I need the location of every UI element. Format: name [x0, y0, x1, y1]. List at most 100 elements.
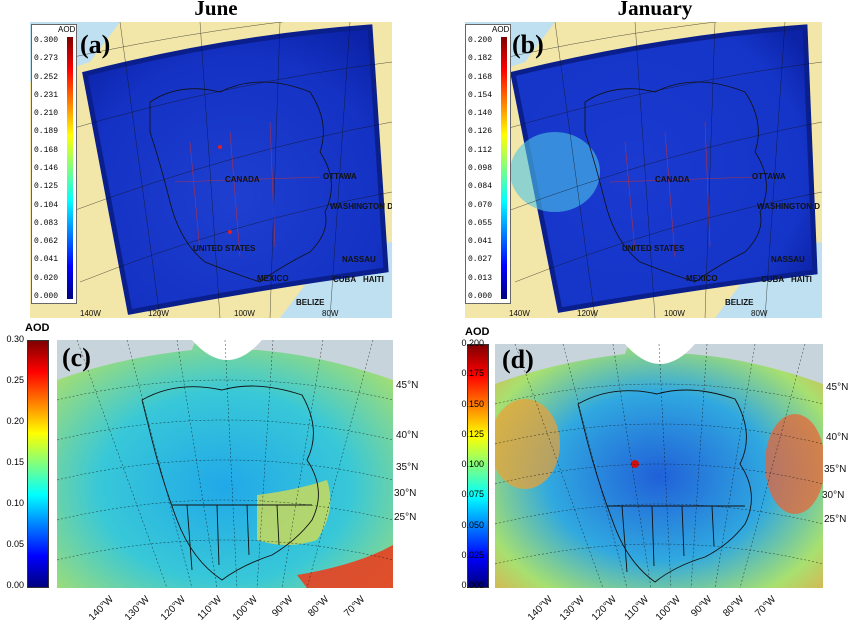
place-canada: CANADA	[225, 175, 260, 184]
lon-label: 100W	[664, 309, 685, 318]
colorbar-tick-label: 0.189	[34, 127, 59, 137]
panel-d-letter: (d)	[502, 345, 534, 374]
lon-label: 140W	[80, 309, 101, 318]
colorbar-gradient	[67, 37, 73, 299]
lon-label: 120W	[577, 309, 598, 318]
colorbar-tick-label: 0.273	[34, 54, 59, 64]
latitude-label: 45°N	[826, 382, 849, 393]
colorbar-tick-label: 0.112	[468, 145, 493, 155]
colorbar-tick-label: 0.126	[468, 127, 493, 137]
longitude-label: 140°W	[86, 594, 116, 620]
place-mexico: MEXICO	[257, 274, 289, 283]
place-belize: BELIZE	[725, 298, 754, 307]
colorbar-title: AOD	[58, 25, 76, 34]
colorbar-tick-label: 0.000	[468, 292, 493, 301]
place-washington: WASHINGTON D	[757, 202, 820, 211]
longitude-label: 100°W	[653, 594, 683, 620]
lon-label: 140W	[509, 309, 530, 318]
colorbar-tick-label: 0.231	[34, 90, 59, 100]
panel-b-colorbar: AOD 0.200 0.182 0.168 0.154 0.140 0.126 0.112 0…	[465, 24, 511, 304]
colorbar-tick-label: 0.100	[461, 459, 484, 469]
colorbar-tick-label: 0.125	[461, 428, 484, 439]
longitude-label: 80°W	[306, 594, 332, 620]
latitude-label: 30°N	[822, 490, 845, 501]
longitude-label: 70°W	[342, 594, 368, 620]
latitude-label: 25°N	[824, 514, 847, 525]
longitude-label: 100°W	[230, 594, 260, 620]
panel-c-colorbar	[27, 340, 49, 588]
panel-d-january-map: AOD 0.200 0.175 0.150 0.125 0.100 0.075 0.050 0…	[430, 322, 850, 620]
longitude-label: 110°W	[622, 594, 651, 620]
colorbar-tick-label: 0.15	[6, 457, 24, 467]
panel-c-letter: (c)	[62, 343, 91, 372]
colorbar-title: AOD	[25, 322, 50, 334]
longitude-label: 120°W	[158, 594, 188, 620]
colorbar-tick-label: 0.175	[461, 368, 484, 379]
colorbar-tick-label: 0.168	[34, 145, 59, 155]
place-washington: WASHINGTON D	[330, 202, 392, 211]
longitude-label: 90°W	[689, 594, 715, 620]
panel-a-letter: (a)	[80, 30, 111, 59]
latitude-label: 40°N	[826, 432, 849, 443]
place-united-states: UNITED STATES	[193, 244, 256, 253]
longitude-label: 110°W	[195, 594, 224, 620]
place-nassau: NASSAU	[771, 255, 805, 264]
latitude-label: 35°N	[396, 462, 419, 473]
longitude-label: 140°W	[525, 594, 555, 620]
panel-d-map-graphic	[495, 344, 823, 588]
colorbar-tick-label: 0.00	[6, 580, 24, 590]
colorbar-tick-label: 0.25	[6, 375, 24, 385]
colorbar-title: AOD	[492, 25, 510, 34]
panel-a-june-map: (a) CANADA OTTAWA WASHINGTON D UNITED ST…	[30, 22, 392, 318]
place-belize: BELIZE	[296, 298, 325, 307]
place-united-states: UNITED STATES	[622, 244, 685, 253]
colorbar-tick-label: 0.150	[461, 398, 484, 409]
longitude-label: 90°W	[270, 594, 296, 620]
colorbar-tick-label: 0.200	[461, 338, 484, 348]
place-cuba: CUBA	[333, 275, 357, 284]
latitude-label: 45°N	[396, 380, 419, 391]
colorbar-tick-label: 0.083	[34, 218, 59, 228]
colorbar-tick-label: 0.041	[468, 237, 493, 247]
place-mexico: MEXICO	[686, 274, 718, 283]
lon-label: 100W	[234, 309, 255, 318]
longitude-label: 80°W	[721, 594, 747, 620]
panel-a-colorbar: AOD 0.300 0.273 0.252 0.231 0.210 0.189 0.168 0…	[31, 24, 77, 304]
panel-c-june-map: AOD 0.30 0.25 0.20 0.15 0.10 0.05 0.00 (c) 45°…	[0, 322, 425, 620]
lon-label: 80W	[322, 309, 339, 318]
colorbar-tick-label: 0.070	[468, 200, 493, 210]
colorbar-title: AOD	[465, 326, 490, 338]
colorbar-tick-label: 0.20	[6, 416, 24, 426]
colorbar-tick-label: 0.000	[461, 580, 484, 590]
colorbar-tick-label: 0.200	[468, 36, 493, 45]
latitude-label: 30°N	[394, 488, 417, 499]
colorbar-tick-label: 0.084	[468, 182, 493, 192]
place-haiti: HAITI	[363, 275, 384, 284]
lon-label: 120W	[148, 309, 169, 318]
colorbar-tick-label: 0.104	[34, 200, 59, 210]
colorbar-tick-label: 0.182	[468, 54, 493, 64]
place-ottawa: OTTAWA	[752, 172, 786, 181]
colorbar-tick-label: 0.027	[468, 255, 493, 265]
title-january: January	[617, 0, 693, 20]
place-cuba: CUBA	[761, 275, 785, 284]
place-haiti: HAITI	[791, 275, 812, 284]
place-canada: CANADA	[655, 175, 690, 184]
colorbar-tick-label: 0.210	[34, 109, 59, 119]
colorbar-tick-label: 0.041	[34, 255, 59, 265]
panel-c-map-graphic	[57, 340, 393, 588]
latitude-label: 40°N	[396, 430, 419, 441]
panel-b-january-map: (b) CANADA OTTAWA WASHINGTON D UNITED ST…	[465, 22, 822, 318]
colorbar-tick-label: 0.013	[468, 273, 493, 283]
longitude-label: 130°W	[557, 594, 587, 620]
panel-b-letter: (b)	[512, 30, 544, 59]
latitude-label: 35°N	[824, 464, 847, 475]
colorbar-tick-label: 0.025	[461, 549, 484, 560]
lon-label: 80W	[751, 309, 768, 318]
colorbar-tick-label: 0.300	[34, 36, 59, 45]
colorbar-tick-label: 0.146	[34, 164, 59, 173]
colorbar-tick-label: 0.05	[6, 539, 24, 549]
colorbar-tick-label: 0.000	[34, 292, 59, 301]
latitude-label: 25°N	[394, 512, 417, 523]
panel-d-colorbar	[467, 344, 489, 588]
